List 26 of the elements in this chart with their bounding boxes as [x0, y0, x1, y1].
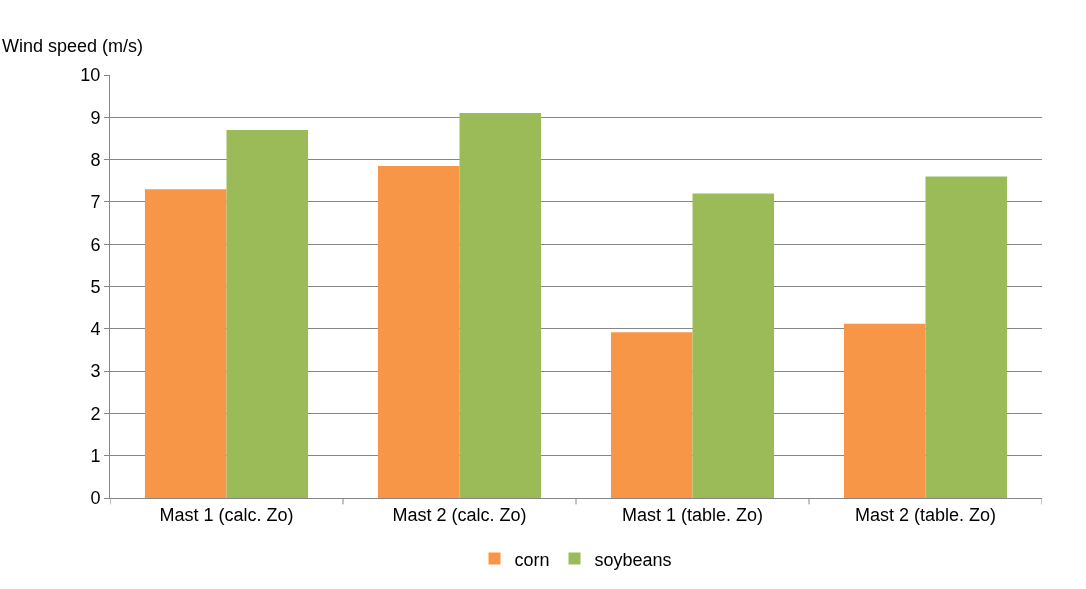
y-tick-label: 6	[90, 234, 101, 255]
bar	[610, 332, 693, 498]
bar	[144, 189, 227, 498]
y-tick-label: 8	[90, 149, 101, 170]
x-tick-label: Mast 1 (calc. Zo)	[159, 504, 294, 525]
legend-label: corn	[514, 549, 550, 570]
y-tick-label: 9	[90, 107, 101, 128]
y-tick-label: 7	[90, 192, 101, 213]
y-tick-label: 10	[80, 65, 101, 86]
y-tick-label: 3	[90, 361, 101, 382]
x-tick-label: Mast 1 (table. Zo)	[621, 504, 764, 525]
y-tick-label: 0	[90, 488, 101, 509]
bar	[925, 176, 1008, 498]
bar	[692, 193, 775, 498]
y-tick-label: 5	[90, 276, 101, 297]
y-tick-label: 1	[90, 446, 101, 466]
y-axis-title: Wind speed (m/s)	[2, 36, 144, 56]
bar	[459, 113, 542, 498]
x-tick-label: Mast 2 (table. Zo)	[854, 504, 997, 525]
bar	[377, 165, 460, 498]
y-tick-label: 2	[90, 403, 101, 424]
legend-label: soybeans	[594, 549, 672, 570]
x-tick-label: Mast 2 (calc. Zo)	[392, 504, 527, 525]
bar	[226, 129, 309, 498]
y-tick-label: 4	[90, 319, 101, 340]
bar	[843, 323, 926, 498]
